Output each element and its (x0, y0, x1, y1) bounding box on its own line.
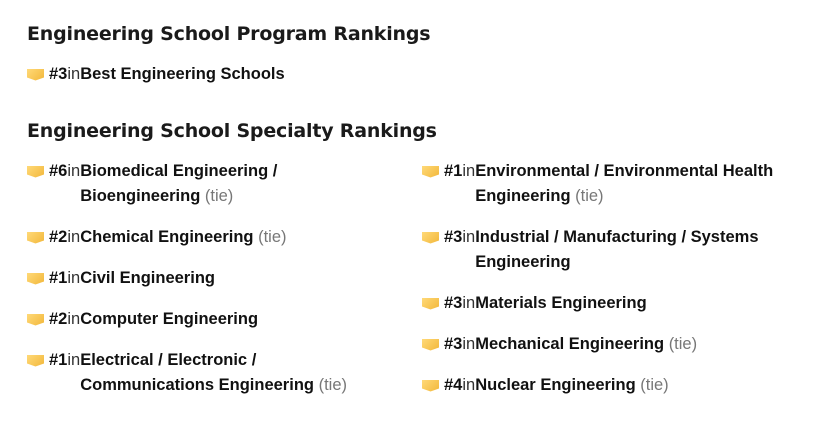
ranking-item: #4 in Nuclear Engineering (tie) (422, 373, 812, 398)
ranking-item: #1 in Environmental / Environmental Heal… (422, 159, 812, 209)
ranking-item: #2 in Computer Engineering (27, 307, 387, 332)
ranking-item: #1 in Electrical / Electronic / Communic… (27, 348, 387, 398)
in-label: in (462, 335, 476, 353)
in-label: in (462, 228, 476, 246)
rank: #6 (49, 162, 68, 180)
in-label: in (67, 310, 81, 328)
rank: #3 (49, 65, 68, 83)
in-label: in (462, 162, 476, 180)
ranking-link[interactable]: Computer Engineering (80, 310, 259, 328)
ranking-item: #1 in Civil Engineering (27, 266, 387, 291)
ranking-link[interactable]: Nuclear Engineering (475, 376, 636, 394)
ranking-item: #6 in Biomedical Engineering / Bioengine… (27, 159, 387, 209)
rank: #2 (49, 228, 68, 246)
tie-label: (tie) (668, 335, 698, 353)
tie-label: (tie) (204, 187, 234, 205)
in-label: in (67, 269, 81, 287)
in-label: in (67, 65, 81, 83)
in-label: in (462, 376, 476, 394)
ribbon-badge-icon (27, 68, 44, 81)
ranking-link[interactable]: Electrical / Electronic / Communications… (80, 351, 314, 394)
rank: #3 (444, 228, 463, 246)
rank: #3 (444, 294, 463, 312)
ranking-link[interactable]: Civil Engineering (80, 269, 215, 287)
ranking-item: #3 in Materials Engineering (422, 291, 812, 316)
ranking-item: #3 in Best Engineering Schools (27, 62, 727, 87)
ribbon-badge-icon (27, 313, 44, 326)
in-label: in (67, 228, 81, 246)
ranking-link[interactable]: Environmental / Environmental Health Eng… (475, 162, 774, 205)
ribbon-badge-icon (422, 165, 439, 178)
ribbon-badge-icon (422, 297, 439, 310)
ranking-link[interactable]: Industrial / Manufacturing / Systems Eng… (475, 228, 759, 271)
ribbon-badge-icon (422, 231, 439, 244)
program-rankings-heading: Engineering School Program Rankings (27, 23, 431, 45)
ranking-link[interactable]: Chemical Engineering (80, 228, 254, 246)
rank: #4 (444, 376, 463, 394)
ranking-item: #3 in Mechanical Engineering (tie) (422, 332, 812, 357)
ribbon-badge-icon (27, 272, 44, 285)
ribbon-badge-icon (27, 231, 44, 244)
ribbon-badge-icon (27, 354, 44, 367)
rank: #2 (49, 310, 68, 328)
tie-label: (tie) (640, 376, 669, 394)
ranking-link[interactable]: Biomedical Engineering / Bioengineering (80, 162, 278, 205)
specialty-rankings-heading: Engineering School Specialty Rankings (27, 120, 437, 142)
ranking-item: #3 in Industrial / Manufacturing / Syste… (422, 225, 812, 275)
rank: #3 (444, 335, 463, 353)
ranking-link[interactable]: Mechanical Engineering (475, 335, 665, 353)
tie-label: (tie) (318, 376, 347, 394)
rank: #1 (49, 269, 68, 287)
tie-label: (tie) (575, 187, 604, 205)
ranking-link[interactable]: Materials Engineering (475, 294, 647, 312)
ribbon-badge-icon (422, 338, 439, 351)
tie-label: (tie) (258, 228, 287, 246)
ribbon-badge-icon (27, 165, 44, 178)
rank: #1 (49, 351, 68, 369)
ribbon-badge-icon (422, 379, 439, 392)
in-label: in (67, 162, 81, 180)
in-label: in (462, 294, 476, 312)
in-label: in (67, 351, 81, 369)
ranking-link[interactable]: Best Engineering Schools (80, 65, 285, 83)
ranking-item: #2 in Chemical Engineering (tie) (27, 225, 387, 250)
rank: #1 (444, 162, 463, 180)
